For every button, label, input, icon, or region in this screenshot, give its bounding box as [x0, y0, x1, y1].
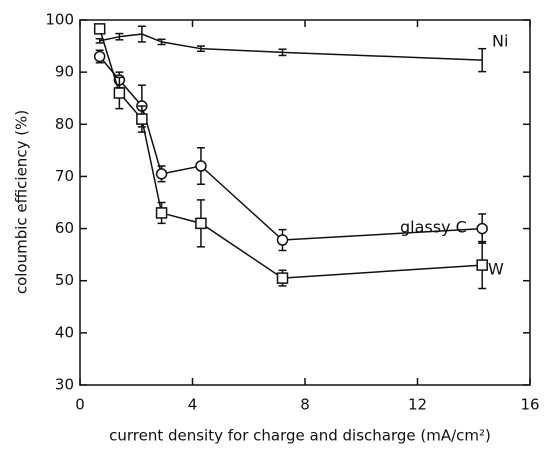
x-tick-label: 12 — [408, 396, 427, 414]
marker — [93, 50, 106, 63]
x-tick-label: 8 — [300, 396, 310, 414]
y-tick-label: 60 — [55, 219, 74, 237]
y-tick-label: 80 — [55, 115, 74, 133]
marker — [276, 234, 289, 246]
marker — [195, 160, 207, 172]
series-line — [99, 33, 483, 61]
x-tick-label: 0 — [75, 396, 85, 414]
series-label: W — [488, 260, 504, 279]
y-tick-label: 30 — [55, 376, 74, 394]
x-axis-label: current density for charge and discharge… — [109, 427, 491, 445]
x-tick-label: 4 — [188, 396, 198, 414]
marker — [136, 113, 148, 125]
error-bar — [115, 32, 124, 41]
marker — [276, 272, 289, 284]
series-line — [98, 28, 483, 279]
series-label: Ni — [492, 32, 508, 51]
error-bar — [137, 25, 146, 43]
marker — [476, 222, 488, 235]
marker — [155, 207, 168, 219]
x-tick-label: 16 — [520, 396, 539, 414]
plot-frame — [79, 19, 531, 386]
error-bar — [278, 48, 287, 57]
series-label: glassy C — [400, 218, 467, 237]
error-bar — [478, 47, 487, 73]
marker — [195, 217, 207, 230]
y-tick-label: 100 — [45, 11, 74, 29]
y-axis-label: coloumbic efficiency (%) — [13, 110, 31, 294]
marker — [93, 23, 106, 35]
y-tick-label: 90 — [55, 63, 74, 81]
y-tick-label: 70 — [55, 167, 74, 185]
marker — [476, 259, 488, 271]
error-bar — [157, 38, 166, 46]
marker — [113, 87, 126, 99]
marker — [155, 168, 168, 180]
error-bar — [196, 45, 205, 53]
y-tick-label: 50 — [55, 271, 74, 289]
y-tick-label: 40 — [55, 323, 74, 341]
